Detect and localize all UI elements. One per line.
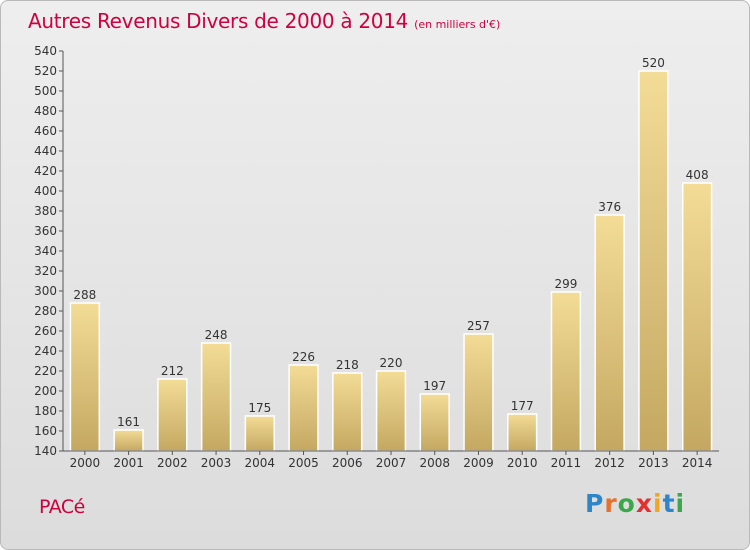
bar-value-label: 520 [642,56,665,70]
bar-value-label: 257 [467,319,490,333]
bars: 288 161 212 248 175 226 218 220 197 257 177 299 376 5… [69,56,713,452]
bar-2010 [507,413,538,452]
bar-2013 [638,70,669,452]
bar-value-label: 408 [686,168,709,182]
x-tick-label: 2005 [288,456,319,470]
bar-value-label: 175 [248,401,271,415]
x-tick-label: 2001 [113,456,144,470]
bar-value-label: 177 [511,399,534,413]
x-tick-label: 2010 [507,456,538,470]
bar-value-label: 197 [423,379,446,393]
x-tick-label: 2000 [70,456,101,470]
y-tick-label: 340 [34,244,57,258]
chart-unit: (en milliers d'€) [414,18,501,31]
bar-2005 [288,364,319,452]
bar-2003 [200,342,232,452]
bar-value-label: 248 [205,328,228,342]
y-tick-label: 380 [34,204,57,218]
bar-2002 [157,378,188,452]
bar-value-label: 288 [73,288,96,302]
logo-letter: i [653,489,663,518]
x-tick-label: 2004 [245,456,276,470]
logo-letter: i [675,489,686,518]
bar-value-label: 376 [598,200,621,214]
title-block: Autres Revenus Divers de 2000 à 2014 (en … [28,9,500,33]
bar-2000 [69,302,101,452]
logo-letter: r [604,489,618,518]
logo-letter: x [635,489,653,518]
y-tick-label: 320 [34,264,57,278]
logo-letter: t [662,489,676,518]
bar-value-label: 212 [161,364,184,378]
y-tick-label: 480 [34,104,57,118]
bar-2012 [594,214,625,452]
bar-2011 [550,291,582,452]
bar-value-label: 226 [292,350,315,364]
proxiti-logo: Proxiti [585,489,685,518]
y-tick-label: 180 [34,404,57,418]
x-tick-label: 2013 [638,456,669,470]
y-tick-label: 140 [34,444,57,458]
commune-name: PACé [39,496,85,518]
y-tick-label: 420 [34,164,57,178]
chart-title: Autres Revenus Divers de 2000 à 2014 [28,9,409,33]
bar-value-label: 161 [117,415,140,429]
bar-2001 [113,429,144,452]
x-tick-label: 2012 [594,456,625,470]
logo-letter: o [617,489,636,518]
x-axis: 2000 2001 2002 2003 2004 2005 2006 2007 2008 2009… [63,450,719,470]
y-tick-label: 500 [34,84,57,98]
x-tick-label: 2008 [419,456,450,470]
y-tick-label: 540 [34,44,57,58]
y-tick-label: 520 [34,64,57,78]
y-tick-label: 460 [34,124,57,138]
x-tick-label: 2014 [682,456,713,470]
x-tick-label: 2011 [551,456,582,470]
y-tick-label: 200 [34,384,57,398]
bar-2009 [463,333,494,452]
x-tick-label: 2003 [201,456,232,470]
x-tick-label: 2002 [157,456,188,470]
bar-2008 [419,393,450,452]
y-axis: 140 160 180 200 220 240 260 280 300 320 340 360 380 4… [34,44,64,458]
logo-letter: P [585,489,605,518]
y-tick-label: 240 [34,344,57,358]
y-tick-label: 260 [34,324,57,338]
y-tick-label: 400 [34,184,57,198]
bar-value-label: 299 [554,277,577,291]
bar-value-label: 220 [380,356,403,370]
y-tick-label: 160 [34,424,57,438]
x-tick-label: 2007 [376,456,407,470]
y-tick-label: 280 [34,304,57,318]
bar-2014 [681,182,713,452]
x-tick-label: 2009 [463,456,494,470]
bar-2007 [375,370,407,452]
y-tick-label: 300 [34,284,57,298]
y-tick-label: 360 [34,224,57,238]
bar-value-label: 218 [336,358,359,372]
bar-2004 [244,415,275,452]
y-tick-label: 440 [34,144,57,158]
y-tick-label: 220 [34,364,57,378]
x-tick-label: 2006 [332,456,363,470]
bar-2006 [332,372,363,452]
